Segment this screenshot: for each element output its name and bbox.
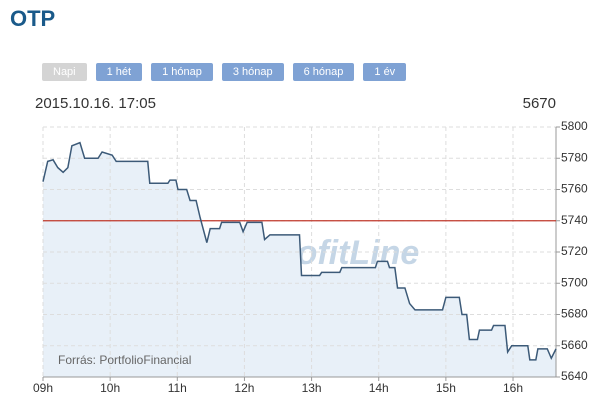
x-tick-label: 13h — [302, 381, 322, 395]
y-tick-label: 5740 — [561, 213, 588, 227]
range-button[interactable]: 1 hét — [95, 63, 143, 81]
timestamp: 2015.10.16. 17:05 — [35, 95, 156, 112]
y-tick-label: 5720 — [561, 244, 588, 258]
range-controls: Napi 1 hét 1 hónap 3 hónap 6 hónap 1 év — [42, 63, 407, 81]
x-tick-label: 10h — [100, 381, 120, 395]
range-button[interactable]: 6 hónap — [292, 63, 355, 81]
area — [43, 142, 556, 377]
y-tick-label: 5640 — [561, 369, 588, 383]
price-line — [42, 141, 557, 361]
last-value: 5670 — [523, 95, 556, 112]
y-tick-label: 5760 — [561, 182, 588, 196]
y-tick-label: 5780 — [561, 150, 588, 164]
x-tick-label: 15h — [436, 381, 456, 395]
y-tick-label: 5800 — [561, 119, 588, 133]
page-title: OTP — [10, 6, 56, 31]
x-tick-label: 09h — [33, 381, 53, 395]
range-button[interactable]: Napi — [42, 63, 87, 81]
range-button[interactable]: 3 hónap — [221, 63, 284, 81]
x-tick-label: 14h — [369, 381, 389, 395]
range-button[interactable]: 1 hónap — [151, 63, 213, 81]
source: Forrás: PortfolioFinancial — [58, 353, 191, 367]
x-tick-label: 16h — [503, 381, 523, 395]
y-tick-label: 5700 — [561, 275, 588, 289]
y-tick-label: 5680 — [561, 307, 588, 321]
x-tick-label: 11h — [168, 381, 187, 395]
range-button[interactable]: 1 év — [363, 63, 407, 81]
y-tick-label: 5660 — [561, 338, 588, 352]
x-tick-label: 12h — [234, 381, 254, 395]
